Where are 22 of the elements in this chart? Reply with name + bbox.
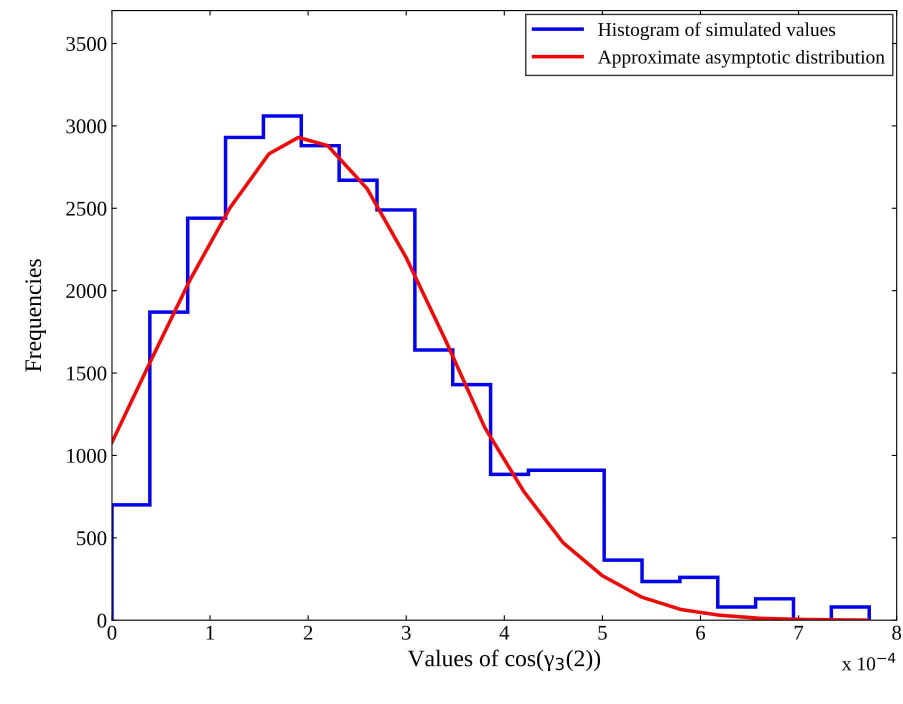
x-tick-label: 1 — [206, 626, 214, 640]
x-axis-title: Values of cos(γ$_{3}$(2)) — [408, 650, 600, 672]
legend-label: Approximate asymptotic distribution — [598, 50, 885, 68]
y-tick-label: 1000 — [67, 448, 106, 463]
text: x 10$^{−4}$ — [842, 652, 896, 670]
x-tick-label: 8 — [892, 626, 902, 640]
y-tick-label: 2500 — [66, 202, 106, 216]
x-tick-label: 7 — [794, 626, 804, 640]
x-tick-label: 5 — [598, 626, 607, 640]
y-tick-label: 3000 — [66, 119, 106, 134]
y-tick-label: 2000 — [66, 284, 106, 298]
y-tick-label: 500 — [77, 531, 106, 546]
y-tick-label: 0 — [97, 614, 106, 628]
x-tick-label: 3 — [402, 626, 411, 640]
legend-label: Histogram of simulated values — [598, 22, 836, 40]
x-tick-label: 4 — [500, 626, 510, 640]
x-tick-label: 0 — [108, 626, 116, 640]
y-axis-title: Frequencies — [25, 259, 46, 372]
x-tick-label: 2 — [304, 626, 312, 640]
y-tick-label: 3500 — [66, 36, 106, 51]
x-tick-label: 6 — [696, 626, 706, 640]
y-tick-label: 1500 — [67, 366, 106, 380]
